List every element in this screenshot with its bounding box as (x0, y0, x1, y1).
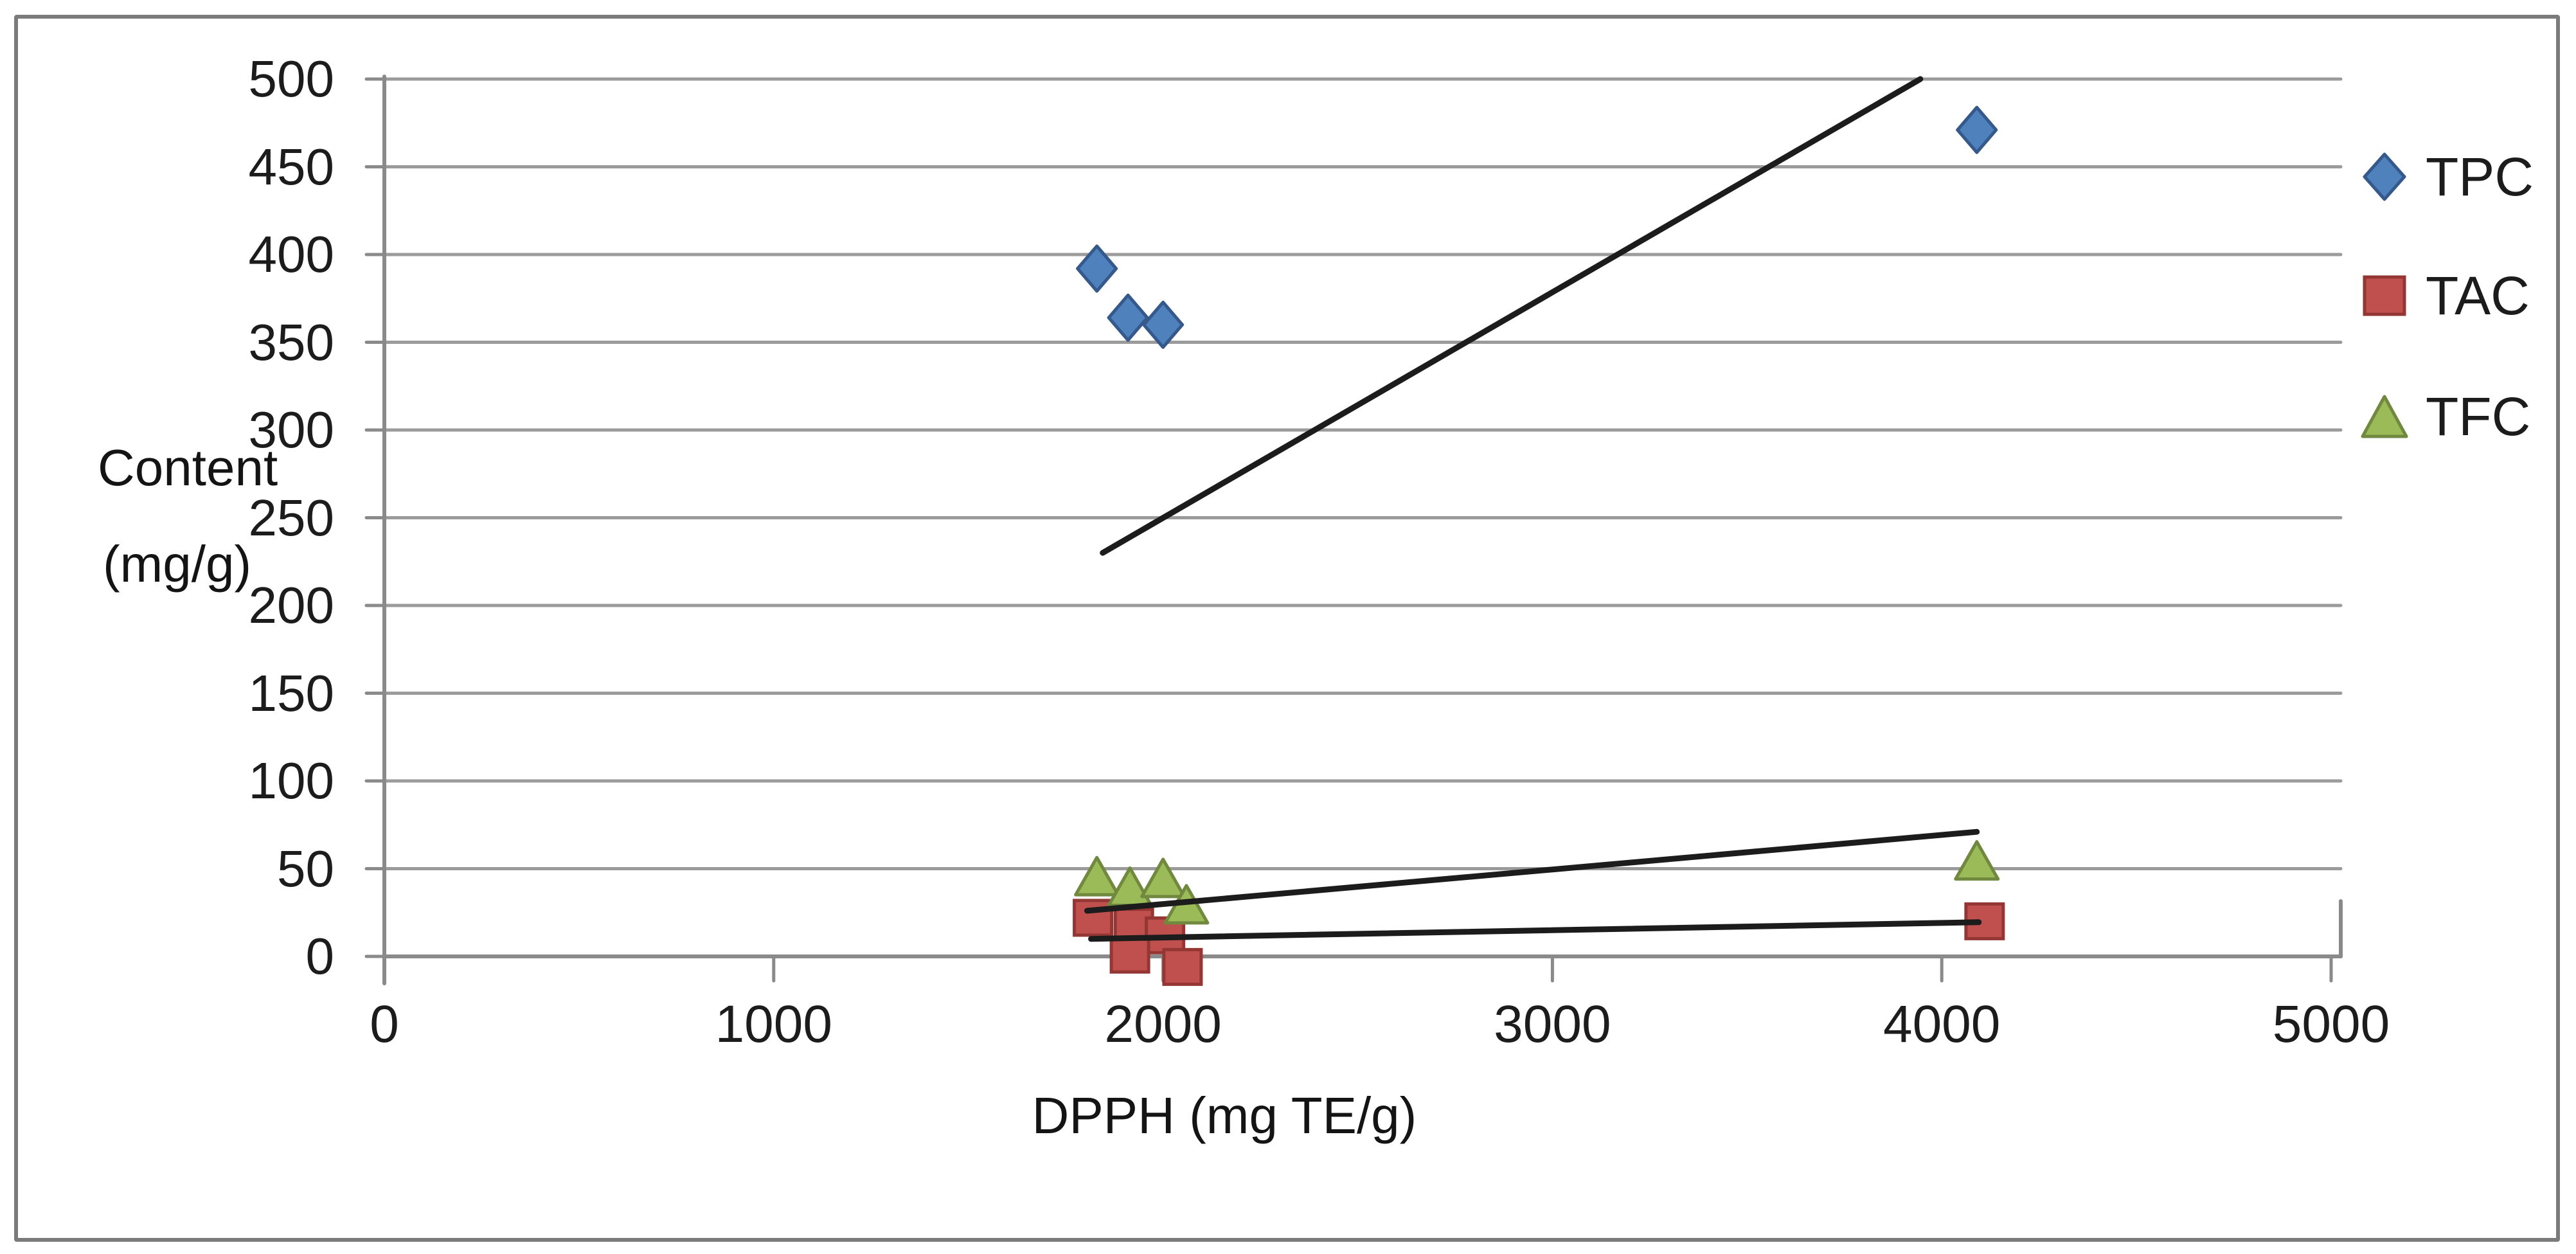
y-tick-label: 500 (248, 50, 334, 107)
legend-marker-diamond-icon (2363, 152, 2406, 201)
tpc-data-point (1076, 244, 1118, 293)
x-tick-label: 5000 (2272, 995, 2390, 1053)
legend-item-tac: TAC (2354, 256, 2530, 336)
legend-marker-square-icon (2363, 275, 2406, 316)
legend-label-tpc: TPC (2426, 146, 2534, 207)
x-tick-label: 4000 (1883, 995, 2001, 1053)
tac-legend-glyph (2363, 275, 2406, 316)
tac-data-point (1073, 899, 1114, 937)
y-tick-label: 300 (248, 401, 334, 458)
tfc-data-point (1074, 855, 1120, 897)
tfc-legend-glyph (2361, 395, 2408, 438)
legend-item-tfc: TFC (2354, 377, 2530, 456)
x-tick-label: 1000 (715, 995, 832, 1053)
tfc-data-point (1140, 857, 1186, 899)
legend-item-tpc: TPC (2354, 137, 2534, 217)
y-tick-label: 200 (248, 577, 334, 634)
tpc-trendline (1100, 76, 1924, 556)
y-axis-title-line2: (mg/g) (103, 535, 252, 593)
tac-trendline (1088, 919, 1982, 942)
x-axis-title: DPPH (mg TE/g) (1032, 1087, 1417, 1144)
y-tick-label: 50 (277, 839, 334, 897)
tpc-data-point (1107, 293, 1149, 342)
y-tick-label: 350 (248, 313, 334, 371)
y-tick-label: 450 (248, 138, 334, 195)
tac-data-point (1162, 947, 1203, 986)
tpc-legend-glyph (2363, 152, 2406, 201)
y-axis-title-line1: Content (98, 439, 278, 496)
x-tick-label: 3000 (1494, 995, 1611, 1053)
tpc-data-point (1142, 300, 1185, 349)
x-tick-label: 2000 (1104, 995, 1222, 1053)
y-tick-label: 150 (248, 664, 334, 722)
tfc-trendline (1084, 829, 1980, 914)
legend-label-tac: TAC (2426, 265, 2530, 326)
y-tick-label: 400 (248, 226, 334, 283)
y-tick-label: 100 (248, 752, 334, 809)
y-tick-label: 250 (248, 488, 334, 546)
legend-label-tfc: TFC (2426, 386, 2531, 447)
figure-border (14, 15, 2560, 1242)
tpc-data-point (1956, 105, 1998, 154)
x-tick-label: 0 (370, 995, 399, 1053)
tac-data-point (1109, 935, 1150, 974)
y-tick-label: 0 (305, 927, 335, 985)
legend-marker-triangle-icon (2361, 395, 2408, 438)
tfc-data-point (1954, 840, 2000, 881)
